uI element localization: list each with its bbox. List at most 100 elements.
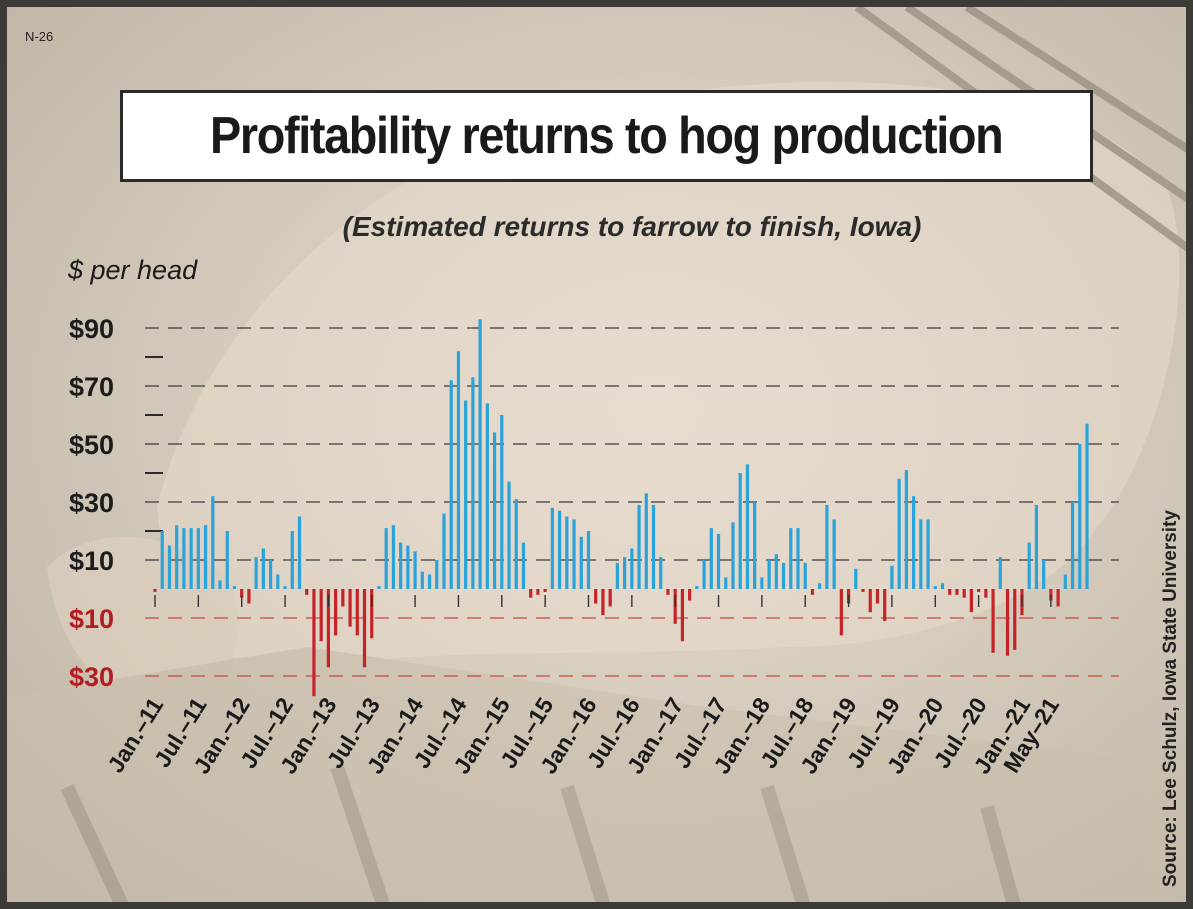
bar	[254, 557, 258, 589]
bar	[153, 589, 157, 592]
bar	[565, 516, 569, 589]
bar	[557, 510, 562, 589]
bar	[890, 565, 894, 589]
bar	[883, 589, 887, 621]
bar	[991, 589, 995, 653]
bar	[623, 557, 627, 589]
bar	[406, 545, 410, 589]
bar	[825, 504, 829, 589]
bar	[182, 528, 186, 589]
source-credit: Source: Lee Schulz, Iowa State Universit…	[1160, 510, 1181, 887]
bar	[247, 589, 251, 604]
figure-code: N-26	[25, 29, 54, 44]
bar	[637, 504, 641, 589]
bar	[283, 586, 287, 589]
bar	[651, 504, 656, 589]
bar	[478, 319, 482, 589]
bar	[1027, 542, 1031, 589]
bar	[276, 574, 280, 589]
bar	[615, 562, 619, 589]
y-tick-label: $10	[69, 546, 114, 576]
bar	[572, 519, 576, 589]
bar	[839, 589, 843, 636]
bar	[1013, 589, 1017, 650]
bar	[731, 522, 735, 589]
bar	[868, 589, 872, 613]
bar	[391, 525, 396, 589]
bar	[897, 478, 901, 589]
bar	[977, 589, 981, 592]
bar	[984, 589, 988, 598]
bar	[297, 516, 302, 589]
bar	[442, 513, 446, 589]
bar	[203, 525, 208, 589]
bar	[160, 531, 164, 589]
bar	[189, 528, 193, 589]
bar	[456, 351, 461, 589]
y-tick-label: $90	[69, 314, 114, 344]
y-tick-label: $30	[69, 488, 114, 518]
bar	[680, 589, 685, 642]
bar	[370, 589, 374, 639]
bar	[514, 499, 518, 589]
bar	[854, 568, 858, 589]
bar	[384, 528, 388, 589]
bar	[507, 481, 511, 589]
bar	[926, 519, 930, 589]
bar	[175, 525, 179, 589]
bar	[464, 400, 468, 589]
bar	[420, 571, 424, 589]
bar	[485, 403, 489, 589]
bar	[875, 589, 880, 604]
bar	[774, 554, 778, 589]
bar	[716, 533, 721, 589]
bar	[630, 548, 634, 589]
bar	[940, 583, 945, 589]
bar	[305, 589, 309, 595]
chart-subtitle: (Estimated returns to farrow to finish, …	[342, 211, 922, 242]
bar	[760, 577, 764, 589]
bar	[341, 589, 345, 607]
bar	[536, 589, 540, 595]
bar	[738, 473, 742, 589]
bar	[601, 589, 605, 616]
background-photo	[7, 7, 1186, 902]
bar	[492, 432, 497, 589]
bar	[998, 557, 1002, 589]
bar	[579, 536, 583, 589]
bar	[810, 589, 815, 595]
bar	[666, 589, 670, 595]
bar	[355, 589, 359, 636]
bar	[904, 470, 908, 589]
bar	[1063, 574, 1067, 589]
bar	[225, 531, 229, 589]
bar	[919, 519, 923, 589]
bar	[594, 589, 598, 604]
y-tick-label: $10	[69, 604, 114, 634]
bar	[969, 589, 974, 613]
bar	[1049, 589, 1053, 601]
bar	[1078, 444, 1082, 589]
bar	[261, 548, 265, 589]
bar	[471, 377, 475, 589]
bar	[948, 589, 952, 595]
bar	[312, 589, 316, 697]
bar	[796, 528, 800, 589]
y-tick-label: $50	[69, 430, 114, 460]
bar	[861, 589, 865, 592]
bar	[362, 589, 367, 668]
bar-chart: $90$70$50$30$10$10$30Jan.–11Jul.–11Jan.–…	[69, 314, 1119, 778]
bar	[709, 528, 713, 589]
bar	[1056, 589, 1060, 607]
bar	[789, 528, 793, 589]
bar	[521, 542, 526, 589]
bar	[695, 586, 699, 589]
y-tick-label: $30	[69, 662, 114, 692]
bar	[399, 542, 403, 589]
bar	[377, 586, 381, 589]
bar	[644, 493, 648, 589]
bar	[962, 589, 966, 598]
bar	[319, 589, 323, 642]
bar	[500, 415, 504, 589]
